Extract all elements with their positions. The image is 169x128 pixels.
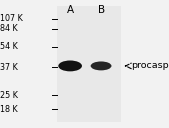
Text: 107 K: 107 K (0, 14, 23, 23)
Text: 18 K: 18 K (0, 105, 18, 114)
Text: 25 K: 25 K (0, 91, 18, 100)
Text: A: A (67, 5, 75, 15)
Ellipse shape (91, 61, 112, 70)
Text: B: B (98, 5, 105, 15)
Text: 54 K: 54 K (0, 42, 18, 51)
Text: 84 K: 84 K (0, 24, 18, 33)
Bar (57, 6, 121, 122)
Text: procaspase-3: procaspase-3 (131, 61, 169, 70)
Ellipse shape (58, 61, 82, 71)
Text: 37 K: 37 K (0, 63, 18, 72)
